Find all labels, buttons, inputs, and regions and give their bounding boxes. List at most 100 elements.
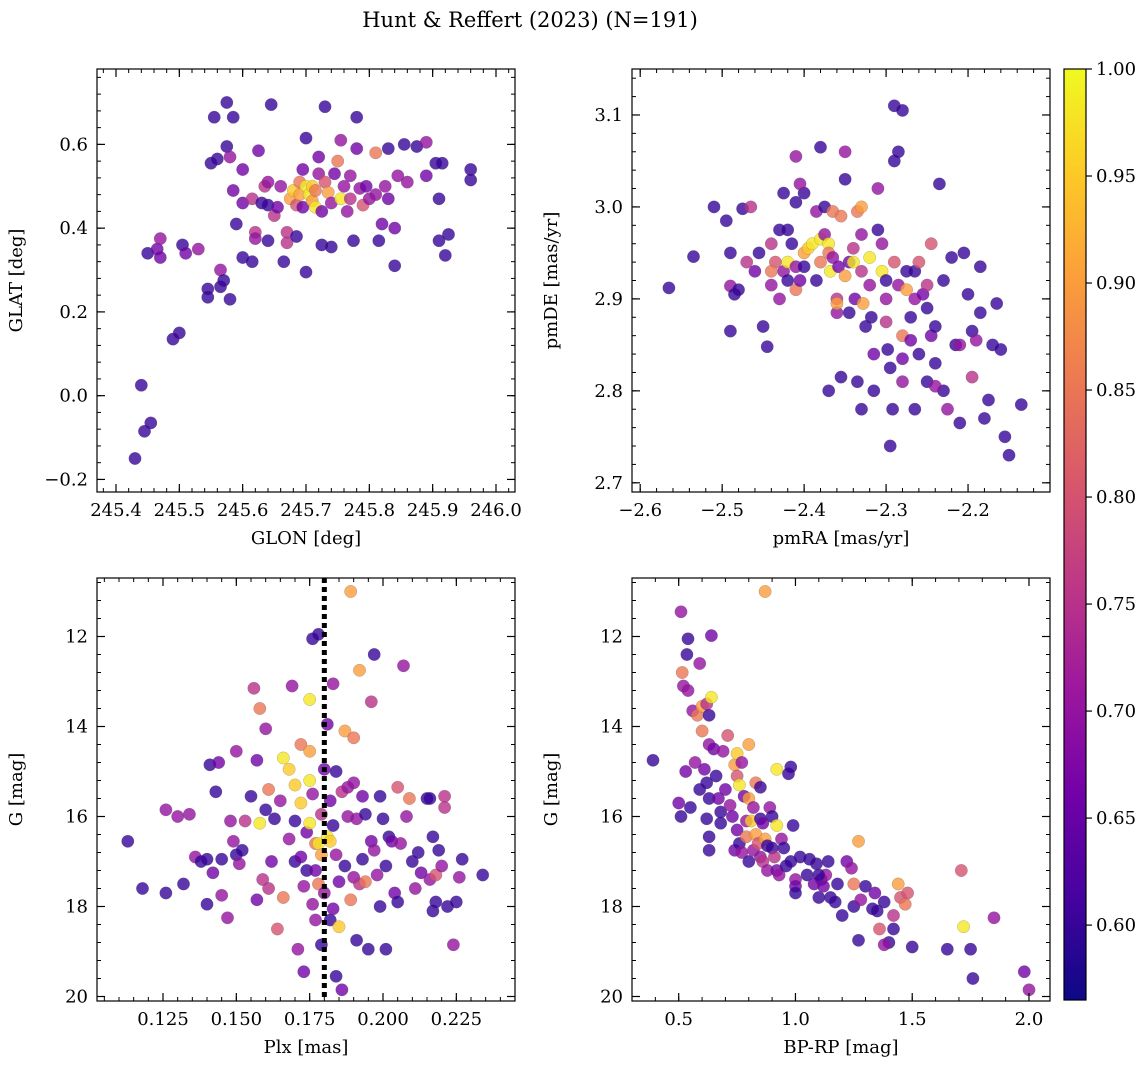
data-point bbox=[381, 192, 395, 206]
data-point bbox=[280, 236, 294, 250]
data-point bbox=[182, 807, 196, 821]
data-point bbox=[870, 904, 884, 918]
colorbar: 1.00 0.95 0.90 0.85 0.80 0.75 0.70 0.65 0.60 bbox=[1063, 59, 1136, 1001]
data-point bbox=[299, 265, 313, 279]
data-point bbox=[994, 343, 1008, 356]
x-tick-label: 245.5 bbox=[154, 500, 206, 521]
data-point bbox=[201, 282, 215, 296]
data-point bbox=[400, 810, 413, 823]
data-point bbox=[381, 142, 395, 156]
data-point bbox=[812, 891, 826, 904]
data-point bbox=[854, 893, 868, 907]
data-point bbox=[702, 843, 716, 857]
data-point bbox=[206, 866, 220, 880]
data-point bbox=[435, 859, 449, 873]
data-point bbox=[864, 310, 878, 324]
data-point bbox=[343, 169, 357, 183]
data-point bbox=[748, 264, 762, 278]
data-point bbox=[215, 852, 229, 866]
data-point bbox=[419, 169, 433, 183]
data-point bbox=[901, 886, 914, 900]
colorbar-tick-label: 1.00 bbox=[1096, 59, 1136, 80]
data-point bbox=[789, 886, 802, 900]
figure-title: Hunt & Reffert (2023) (N=191) bbox=[362, 8, 698, 32]
data-point bbox=[408, 882, 422, 895]
data-point bbox=[826, 251, 840, 264]
x-axis-label: Plx [mas] bbox=[264, 1037, 349, 1058]
data-point bbox=[347, 776, 361, 790]
data-point bbox=[391, 895, 405, 909]
data-point bbox=[821, 855, 835, 868]
data-point bbox=[290, 230, 303, 243]
data-point bbox=[764, 237, 778, 251]
data-point bbox=[338, 724, 352, 738]
y-tick-label: 14 bbox=[65, 717, 88, 738]
data-point bbox=[212, 756, 226, 769]
y-tick-label: 14 bbox=[600, 717, 623, 738]
data-point bbox=[733, 778, 746, 792]
data-point bbox=[742, 855, 756, 868]
data-point bbox=[838, 145, 852, 159]
data-point bbox=[248, 232, 262, 246]
data-point bbox=[144, 416, 158, 430]
data-point bbox=[904, 333, 918, 347]
data-point bbox=[863, 278, 877, 292]
data-point bbox=[793, 274, 807, 287]
data-point bbox=[455, 852, 469, 866]
data-point bbox=[855, 200, 868, 214]
data-point bbox=[252, 144, 265, 158]
x-tick-label: 245.9 bbox=[407, 500, 459, 521]
data-point bbox=[379, 942, 393, 956]
data-point bbox=[863, 251, 877, 264]
data-point bbox=[134, 378, 148, 392]
data-point bbox=[920, 278, 934, 292]
data-point bbox=[432, 192, 446, 206]
data-point bbox=[329, 848, 343, 862]
data-point bbox=[309, 864, 322, 877]
data-point bbox=[347, 234, 360, 248]
data-point bbox=[276, 891, 290, 904]
data-point bbox=[920, 301, 934, 315]
data-point bbox=[343, 192, 357, 206]
data-point bbox=[328, 167, 341, 181]
data-point bbox=[303, 774, 317, 787]
data-point bbox=[276, 751, 290, 765]
data-point bbox=[332, 920, 346, 934]
data-point bbox=[896, 352, 909, 366]
data-point bbox=[845, 861, 858, 875]
data-point bbox=[855, 402, 868, 416]
data-point bbox=[344, 893, 358, 907]
data-point bbox=[846, 255, 860, 269]
data-point bbox=[900, 283, 913, 297]
data-point bbox=[247, 681, 261, 695]
colorbar-tick-label: 0.85 bbox=[1096, 380, 1136, 401]
panel-pmra-pmde: −2.6 −2.5 −2.4 −2.3 −2.2 2.7 2.8 2.9 3.0 3.1 pmRA … bbox=[541, 68, 1051, 549]
data-point bbox=[887, 255, 901, 269]
data-point bbox=[726, 810, 739, 823]
data-point bbox=[171, 810, 185, 823]
data-point bbox=[294, 738, 308, 751]
data-point bbox=[229, 217, 243, 231]
data-point bbox=[226, 110, 240, 124]
data-point bbox=[896, 375, 909, 389]
data-point bbox=[128, 452, 142, 465]
panel-glon-glat: 245.4 245.5 245.6 245.7 245.8 245.9 246.0 −0.2 0… bbox=[6, 68, 522, 549]
y-tick-label: 3.1 bbox=[594, 105, 623, 126]
data-point bbox=[852, 933, 865, 947]
data-point bbox=[859, 879, 872, 893]
axis-ticks bbox=[631, 578, 1050, 1001]
axis-ticks bbox=[97, 69, 515, 492]
data-point bbox=[282, 832, 296, 846]
data-point bbox=[770, 762, 784, 776]
data-point bbox=[177, 877, 190, 891]
x-axis-label: GLON [deg] bbox=[251, 528, 361, 549]
data-point bbox=[705, 629, 718, 642]
data-point bbox=[323, 794, 337, 808]
data-point bbox=[224, 814, 237, 828]
data-point bbox=[356, 789, 369, 803]
data-point bbox=[1017, 965, 1031, 979]
panel-bprp-g: 0.5 1.0 1.5 2.0 12 14 16 18 20 BP-RP [mag] G [mag] bbox=[541, 577, 1051, 1058]
data-point bbox=[742, 738, 756, 751]
data-point bbox=[429, 868, 443, 882]
x-tick-label: 1.5 bbox=[898, 1009, 927, 1030]
